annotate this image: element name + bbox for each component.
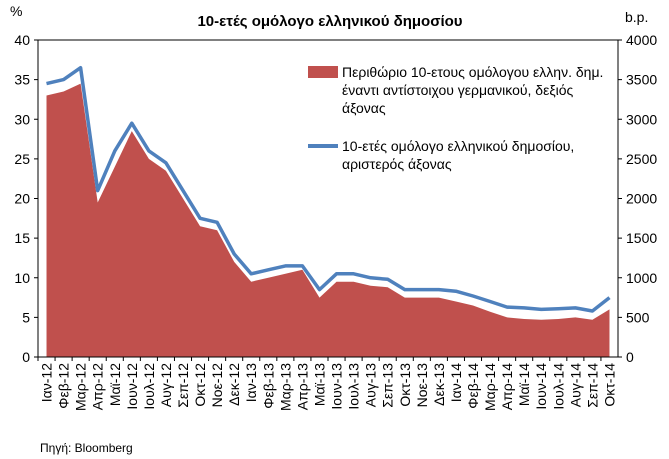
x-tick-label: Μαϊ-13	[311, 363, 327, 406]
x-tick-label: Απρ-14	[499, 363, 515, 410]
y-tick-label: 35	[14, 72, 30, 88]
y-tick-label: 30	[14, 111, 30, 127]
x-tick-label: Οκτ-13	[397, 363, 413, 407]
y2-tick-label: 500	[626, 309, 650, 325]
x-tick-label: Ιουν-14	[533, 363, 549, 410]
x-tick-label: Νοε-13	[414, 363, 430, 408]
x-tick-label: Ιαν-14	[448, 363, 464, 402]
y-tick-label: 15	[14, 230, 30, 246]
y-tick-label: 5	[22, 309, 30, 325]
x-tick-label: Νοε-12	[209, 363, 225, 408]
y2-tick-label: 3000	[626, 111, 657, 127]
y2-tick-label: 1500	[626, 230, 657, 246]
x-tick-label: Δεκ-13	[431, 363, 447, 406]
area	[46, 83, 610, 357]
x-tick-label: Σεπ-13	[380, 363, 396, 408]
y2-tick-label: 0	[626, 349, 634, 365]
x-tick-label: Φεβ-14	[465, 363, 481, 409]
x-tick-label: Ιουλ-12	[141, 363, 157, 410]
x-tick-label: Ιουν-13	[329, 363, 345, 410]
y-tick-label: 40	[14, 32, 30, 48]
line	[46, 65, 611, 313]
y2-tick-label: 2000	[626, 191, 657, 207]
x-tick-label: Μαϊ-14	[516, 363, 532, 406]
x-tick-label: Απρ-12	[90, 363, 106, 410]
x-tick-label: Αυγ-14	[567, 363, 583, 407]
y2-axis-label: b.p.	[625, 9, 648, 25]
x-tick-label: Φεβ-12	[56, 363, 72, 409]
x-tick-label: Σεπ-14	[584, 363, 600, 408]
x-tick-label: Δεκ-12	[226, 363, 242, 406]
x-tick-label: Αυγ-12	[158, 363, 174, 407]
legend-swatch	[308, 66, 338, 78]
y-tick-label: 0	[22, 349, 30, 365]
y-tick-label: 10	[14, 270, 30, 286]
legend-entry: Περιθώριο 10-ετους ομόλογου ελλην. δημ. …	[308, 63, 618, 117]
y-tick-label: 20	[14, 191, 30, 207]
legend-label: Περιθώριο 10-ετους ομόλογου ελλην. δημ. …	[342, 64, 604, 116]
x-tick-label: Μαρ-14	[482, 363, 498, 411]
x-tick-label: Ιαν-13	[243, 363, 259, 402]
source: Πηγή: Bloomberg	[40, 441, 133, 455]
chart-title: 10-ετές ομόλογο ελληνικού δημοσίου	[197, 13, 462, 30]
x-tick-label: Ιουλ-14	[550, 363, 566, 410]
x-tick-label: Οκτ-14	[601, 363, 617, 407]
x-tick-label: Μαρ-13	[277, 363, 293, 411]
y2-tick-label: 3500	[626, 72, 657, 88]
x-tick-label: Ιουλ-13	[346, 363, 362, 410]
y-tick-label: 25	[14, 151, 30, 167]
x-tick-label: Μαϊ-12	[107, 363, 123, 406]
y2-tick-label: 1000	[626, 270, 657, 286]
x-tick-label: Ιαν-12	[39, 363, 55, 402]
x-tick-label: Σεπ-12	[175, 363, 191, 408]
legend-entry: 10-ετές ομόλογο ελληνικού δημοσίου, αρισ…	[308, 137, 618, 173]
x-tick-label: Φεβ-13	[260, 363, 276, 409]
x-tick-label: Αυγ-13	[363, 363, 379, 407]
y-axis-label: %	[10, 3, 22, 19]
x-tick-label: Οκτ-12	[192, 363, 208, 407]
y2-tick-label: 2500	[626, 151, 657, 167]
x-tick-label: Ιουν-12	[124, 363, 140, 410]
x-tick-label: Μαρ-12	[73, 363, 89, 411]
legend-label: 10-ετές ομόλογο ελληνικού δημοσίου, αρισ…	[342, 138, 575, 172]
y2-tick-label: 4000	[626, 32, 657, 48]
x-tick-label: Απρ-13	[294, 363, 310, 410]
legend-swatch	[308, 144, 338, 148]
